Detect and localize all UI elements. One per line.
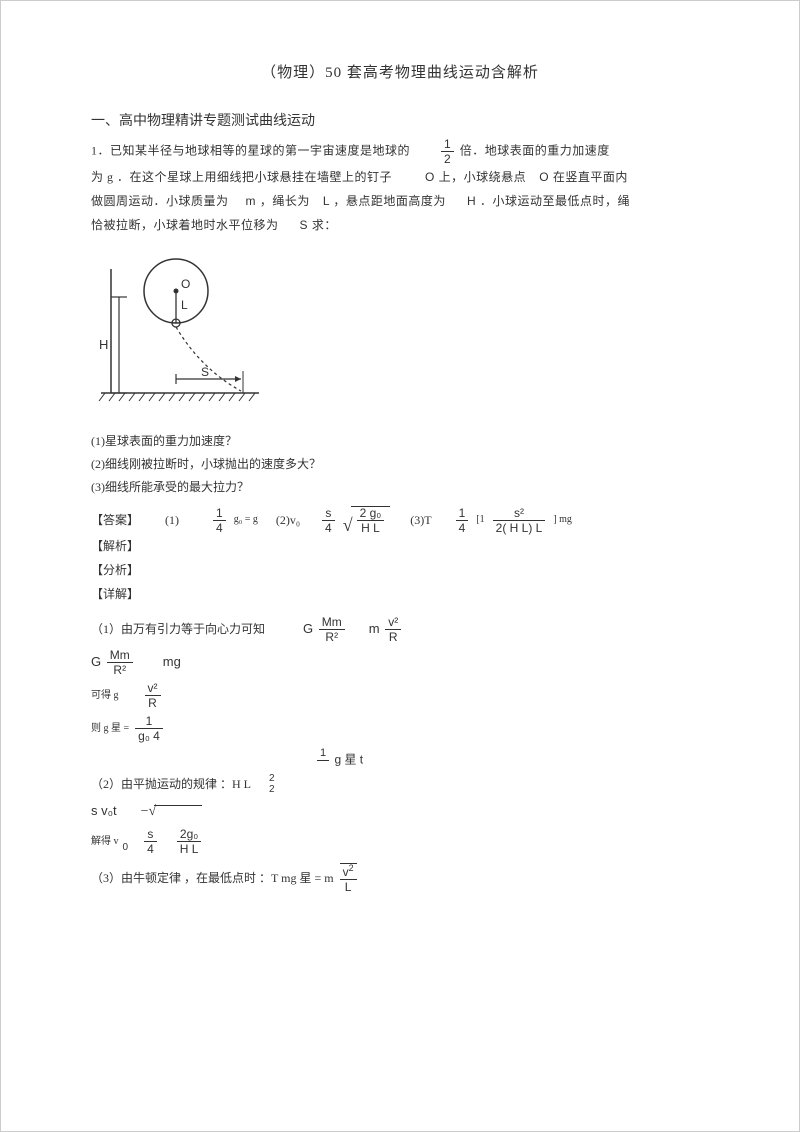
deriv-4: 则 g 星 = 1 g₀ 4: [91, 715, 709, 742]
deriv-7: （3）由牛顿定律 ，在最低点时 ：T mg 星 = m v2 L: [91, 863, 709, 893]
d1-text: （1）由万有引力等于向心力可知: [91, 620, 265, 639]
a2-sqrt: √ 2 g₀ H L: [343, 506, 391, 534]
a1-frac: 1 4: [213, 507, 226, 534]
problem-line2a: 为 g ．在这个星球上用细线把小球悬挂在墙壁上的钉子: [91, 170, 392, 184]
tag-fenxi: 【分析】: [91, 558, 709, 582]
d6-left: s v₀t: [91, 801, 117, 822]
a3-frac1: 1 4: [456, 507, 469, 534]
answer-label: 【答案】: [91, 511, 139, 530]
d6-prefix: 解得 v: [91, 834, 119, 850]
q2: (2)细线刚被拉断时，小球抛出的速度多大？: [91, 453, 709, 476]
page-title: （物理）50 套高考物理曲线运动含解析: [91, 61, 709, 82]
deriv-5: 1 g 星 t: [91, 748, 709, 773]
deriv-2: G Mm R² mg: [91, 649, 709, 676]
problem-statement: 1．已知某半径与地球相等的星球的第一宇宙速度是地球的 1 2 倍．地球表面的重力…: [91, 138, 709, 237]
q3: (3)细线所能承受的最大拉力？: [91, 476, 709, 499]
problem-line1b: 倍．地球表面的重力加速度: [460, 143, 610, 157]
q1: (1)星球表面的重力加速度？: [91, 430, 709, 453]
d3-frac: v² R: [145, 682, 161, 709]
problem-line4b: S 求：: [300, 218, 337, 232]
label-S: S: [201, 365, 209, 379]
fraction-half: 1 2: [441, 138, 454, 165]
tag-jiexi: 【解析】: [91, 534, 709, 558]
d5-text: （2）由平抛运动的规律 ：H L: [91, 775, 251, 794]
d2-left: G Mm R²: [91, 649, 135, 676]
d6-frac2: 2g₀ H L: [177, 828, 202, 855]
problem-line4a: 恰被拉断，小球着地时水平位移为: [91, 218, 279, 232]
a2-prefix: (2)v₀: [276, 511, 300, 530]
d6-frac1: s 4: [144, 828, 157, 855]
d5-right: 1 g 星 t: [315, 748, 363, 773]
deriv-6b: 解得 v 0 s 4 2g₀ H L: [91, 828, 709, 855]
a3-mid: [1: [476, 512, 484, 528]
d4-frac: 1 g₀ 4: [135, 715, 163, 742]
document-page: （物理）50 套高考物理曲线运动含解析 一、高中物理精讲专题测试曲线运动 1．已…: [0, 0, 800, 1132]
label-O: O: [181, 277, 190, 291]
deriv-1: （1）由万有引力等于向心力可知 G Mm R² m v² R: [91, 616, 709, 643]
deriv-5b: （2）由平抛运动的规律 ：H L 2 2: [91, 773, 709, 795]
problem-line3b: m ，绳长为: [246, 194, 310, 208]
a1-prefix: (1): [165, 511, 179, 530]
deriv-3: 可得 g v² R: [91, 682, 709, 709]
d2-right: mg: [163, 652, 181, 673]
d3-prefix: 可得 g: [91, 688, 119, 704]
a2-outfrac: s 4: [322, 507, 335, 534]
subquestions: (1)星球表面的重力加速度？ (2)细线刚被拉断时，小球抛出的速度多大？ (3)…: [91, 430, 709, 498]
physics-diagram: H O L: [91, 251, 709, 416]
a3-prefix: (3)T: [410, 511, 431, 530]
d5-exp: 2 2: [269, 773, 275, 795]
d1-eq-left: G Mm R²: [303, 616, 347, 643]
label-H: H: [99, 337, 108, 352]
d4-prefix: 则 g 星 =: [91, 721, 129, 737]
problem-line3d: H ．小球运动至最低点时，绳: [467, 194, 630, 208]
tag-xiangjie: 【详解】: [91, 582, 709, 606]
d6-sub0: 0: [123, 831, 129, 853]
section-heading: 一、高中物理精讲专题测试曲线运动: [91, 110, 709, 130]
d6-sqrt-empty: −√: [141, 805, 203, 819]
d1-eq-right: m v² R: [369, 616, 403, 643]
problem-line2b: O 上，小球绕悬点: [425, 170, 526, 184]
answer-row: 【答案】 (1) 1 4 g₀ = g (2)v₀ s 4 √ 2 g₀ H L…: [91, 506, 709, 534]
d7-text: （3）由牛顿定律 ，在最低点时 ：T mg 星 = m: [91, 869, 334, 888]
problem-line2c: O 在竖直平面内: [539, 170, 628, 184]
a1-suffix: g₀ = g: [234, 512, 258, 528]
problem-line1a: 1．已知某半径与地球相等的星球的第一宇宙速度是地球的: [91, 143, 410, 157]
a3-suffix: ] mg: [553, 512, 572, 528]
problem-line3c: L ，悬点距地面高度为: [323, 194, 446, 208]
d7-frac: v2 L: [340, 863, 357, 893]
label-L: L: [181, 298, 188, 312]
problem-line3a: 做圆周运动．小球质量为: [91, 194, 229, 208]
deriv-6a: s v₀t −√: [91, 801, 709, 822]
a3-frac2: s² 2( H L) L: [493, 507, 546, 534]
